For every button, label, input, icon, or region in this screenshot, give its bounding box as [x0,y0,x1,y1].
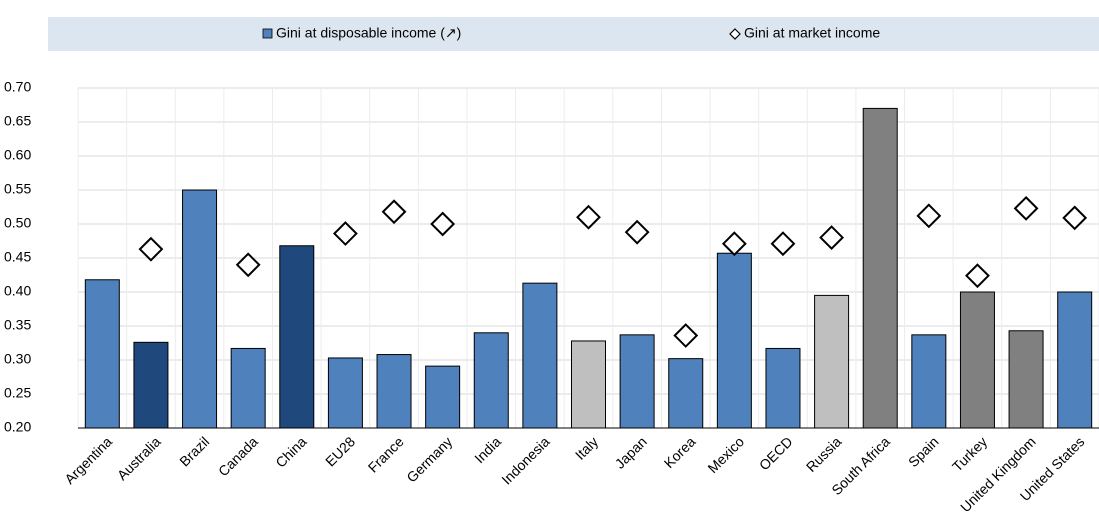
bar [425,365,461,429]
x-tick-label: Spain [905,433,942,470]
y-tick-label: 0.35 [4,317,31,333]
bar [182,189,218,429]
x-tick-label: France [365,433,407,475]
bar [376,354,412,429]
marker [138,236,164,262]
x-tick-label: Argentina [61,433,115,487]
legend-swatch [729,28,741,40]
bar [230,347,266,429]
y-tick-label: 0.50 [4,215,31,231]
bar [814,294,850,429]
marker [576,204,601,230]
legend-swatch [262,28,273,39]
x-tick-label: India [471,433,504,466]
bar [765,347,801,429]
bar [327,357,363,429]
x-tick-label: Korea [661,433,699,471]
y-tick-label: 0.30 [4,351,31,367]
x-tick-label: Italy [572,433,601,462]
x-tick-label: Mexico [704,433,747,476]
marker [673,323,699,348]
bar [619,334,655,429]
marker [430,211,456,237]
bar [1008,330,1044,429]
bar [911,334,947,429]
bar [716,252,752,429]
marker [381,199,407,225]
y-tick-label: 0.70 [4,79,31,95]
legend-label: Gini at market income [744,25,880,41]
marker [965,263,990,289]
x-tick-label: OECD [756,433,796,473]
bar [862,107,898,429]
y-tick-label: 0.65 [4,113,31,129]
bar [1057,291,1093,429]
marker [1062,205,1088,231]
marker [770,231,796,257]
marker [624,219,650,245]
y-tick-label: 0.20 [4,419,31,435]
y-tick-label: 0.25 [4,385,31,401]
bar [473,332,509,429]
marker [819,225,845,251]
x-tick-label: Australia [114,433,164,483]
x-tick-label: Indonesia [498,433,552,487]
bar [522,282,558,429]
marker [1013,195,1039,221]
bar [571,340,606,429]
x-tick-label: Turkey [949,433,990,474]
marker [721,231,747,257]
y-tick-label: 0.45 [4,249,31,265]
x-tick-label: China [272,433,309,470]
y-tick-label: 0.60 [4,147,31,163]
marker [916,203,942,229]
bar [279,245,315,429]
x-tick-label: Canada [215,433,261,479]
legend-box [48,17,1099,51]
bar [84,279,120,429]
y-tick-label: 0.55 [4,181,31,197]
bar [959,291,995,429]
x-tick-label: Germany [403,433,455,485]
x-tick-label: Japan [612,433,650,471]
x-tick-label: Brazil [176,433,212,469]
marker [332,221,358,246]
y-tick-label: 0.40 [4,283,31,299]
x-tick-label: Russia [803,433,845,475]
x-tick-label: EU28 [322,433,358,469]
marker [235,252,261,278]
legend-label: Gini at disposable income (↗) [276,25,461,41]
bar [668,358,704,429]
bar [133,341,169,429]
